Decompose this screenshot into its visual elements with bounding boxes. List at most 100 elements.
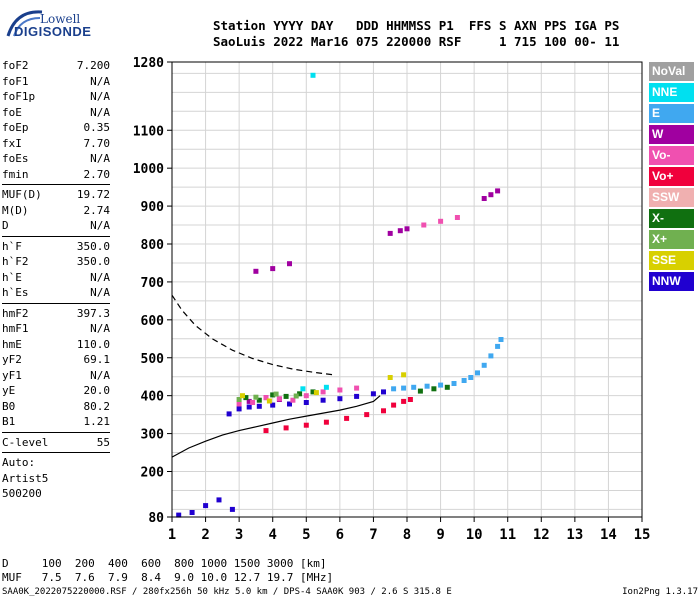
echo-point-w [397, 228, 403, 234]
echo-point-e [401, 385, 407, 391]
x-tick-label: 1 [168, 527, 176, 543]
echo-point-w [495, 188, 501, 194]
legend-item-nnw: NNW [649, 272, 694, 291]
echo-point-nnw [320, 397, 326, 403]
param-row: hmE 110.0 [2, 337, 110, 353]
echo-point-w [404, 226, 410, 232]
legend-item-vo-: Vo- [649, 146, 694, 165]
echo-point-w [287, 261, 292, 267]
param-row: foEs N/A [2, 151, 110, 167]
echo-point-nnw [203, 503, 209, 509]
scaled-parameters-panel: foF2 7.200 foF1 N/A foF1p N/A foE N/A foEp 0.35 fx… [2, 58, 110, 502]
station-header: Station YYYY DAY DDD HHMMSS P1 FFS S AXN… [213, 18, 619, 50]
echo-point-w [488, 192, 494, 198]
param-row: M(D) 2.74 [2, 203, 110, 219]
param-value: 7.70 [83, 136, 111, 150]
echo-point-w [270, 266, 276, 272]
echo-point-nnw [226, 411, 232, 417]
param-key: yE [2, 384, 16, 397]
param-key: fmin [2, 167, 29, 181]
param-row: B1 1.21 [2, 414, 110, 430]
echo-point-nne [310, 72, 316, 78]
param-value: 110.0 [76, 337, 110, 351]
x-tick-label: 7 [369, 527, 377, 543]
echo-point-x- [243, 395, 249, 401]
echo-point-nnw [246, 404, 252, 410]
param-key: fxI [2, 136, 22, 150]
legend-item-nne: NNE [649, 83, 694, 102]
echo-point-vo- [283, 425, 289, 431]
echo-point-x- [256, 397, 262, 403]
param-key: foEp [2, 121, 29, 134]
echo-point-x- [270, 392, 276, 398]
footnote-version: Ion2Png 1.3.17 [622, 587, 698, 597]
param-key: M(D) [2, 203, 29, 217]
header-line2: SaoLuis 2022 Mar16 075 220000 RSF 1 715 … [213, 34, 620, 49]
param-separator [2, 235, 110, 237]
echo-point-e [475, 370, 480, 376]
param-row: yF2 69.1 [2, 352, 110, 368]
echo-point-vo- [250, 400, 256, 405]
param-value: N/A [90, 90, 110, 103]
param-key: MUF(D) [2, 188, 42, 201]
echo-point-vo- [354, 385, 360, 391]
echo-point-x- [236, 397, 242, 402]
echo-point-nnw [229, 506, 235, 512]
legend-item-noval: NoVal [649, 62, 694, 81]
legend-item-x-: X- [649, 209, 694, 228]
echo-point-vo- [263, 395, 269, 401]
autoscaling-text: 500200 [2, 487, 42, 500]
param-key: D [2, 219, 9, 232]
echo-point-e [498, 337, 504, 342]
echo-point-nnw [216, 497, 222, 503]
param-value: 80.2 [83, 399, 111, 413]
echo-point-e [438, 382, 444, 388]
echo-point-vo- [421, 222, 427, 228]
y-tick-label: 900 [141, 200, 165, 215]
echo-point-w [387, 230, 393, 236]
param-key: yF2 [2, 353, 22, 366]
echo-point-x- [273, 391, 279, 397]
echo-point-e [451, 381, 457, 386]
legend-item-x-: X+ [649, 230, 694, 249]
param-key: foF1 [2, 74, 29, 88]
echo-point-vo- [320, 389, 326, 395]
chart-grid [171, 62, 643, 517]
x-tick-label: 5 [302, 527, 310, 543]
param-value: N/A [90, 105, 110, 119]
legend-item-w: W [649, 125, 694, 144]
param-value: 1.21 [83, 415, 111, 428]
dashed-profile-curve [171, 294, 334, 376]
echo-point-nne [323, 384, 329, 390]
echo-point-nnw [176, 512, 182, 518]
echo-point-vo- [438, 218, 444, 224]
x-tick-label: 13 [566, 527, 583, 543]
param-row: fmin 2.70 [2, 167, 110, 183]
echo-point-e [468, 375, 474, 380]
x-tick-label: 14 [600, 527, 617, 543]
param-row: foE N/A [2, 105, 110, 121]
param-key: B0 [2, 399, 16, 413]
param-value: N/A [90, 368, 110, 382]
y-tick-label: 300 [141, 428, 165, 443]
echo-point-vo- [323, 419, 329, 425]
param-value: N/A [90, 219, 110, 232]
param-key: yF1 [2, 368, 22, 382]
param-key: h`F2 [2, 255, 29, 268]
y-tick-label: 200 [141, 466, 165, 481]
param-key: C-level [2, 435, 49, 449]
param-row: yE 20.0 [2, 383, 110, 399]
muf-table: D 100 200 400 600 800 1000 1500 3000 [km… [2, 557, 333, 585]
param-key: foF1p [2, 90, 36, 103]
echo-point-nnw [354, 393, 360, 399]
echo-point-vo- [303, 422, 309, 428]
param-value: 69.1 [83, 353, 111, 366]
param-value: N/A [90, 270, 110, 284]
param-key: foF2 [2, 59, 29, 72]
echo-point-w [481, 196, 487, 201]
echo-point-e [391, 386, 397, 392]
echo-point-x- [297, 391, 303, 397]
param-value: N/A [90, 322, 110, 335]
echo-point-x- [417, 388, 423, 394]
echo-point-sse [313, 390, 319, 396]
